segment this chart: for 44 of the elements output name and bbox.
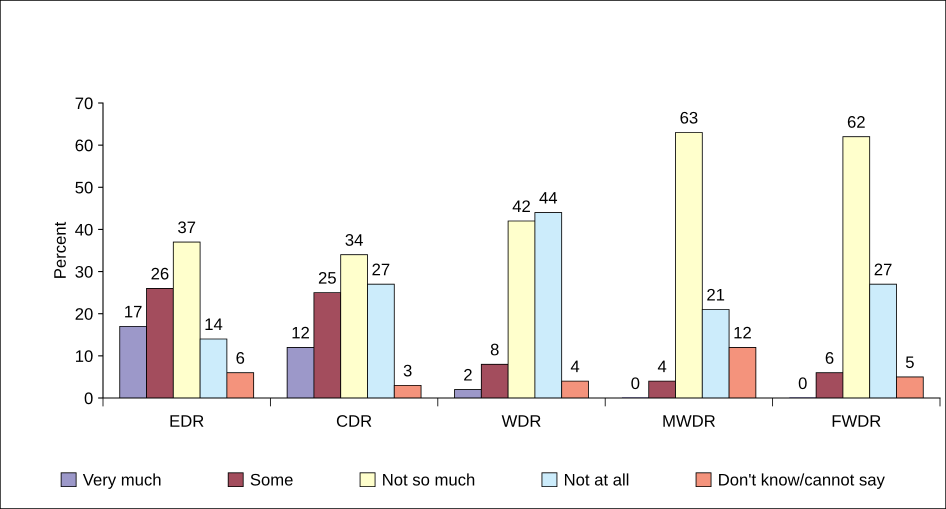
data-label: 5: [906, 356, 914, 368]
x-tick-label: MWDR: [663, 415, 715, 427]
data-label: 62: [848, 116, 865, 128]
data-label: 12: [292, 326, 309, 338]
data-label: 4: [658, 360, 666, 372]
x-tick-label: FWDR: [832, 415, 881, 427]
x-tick-label: CDR: [336, 415, 372, 427]
legend-label: Don't know/cannot say: [719, 473, 885, 489]
legend-label: Some: [250, 474, 293, 486]
data-label: 4: [570, 360, 580, 372]
y-tick-label: 0: [84, 392, 93, 404]
y-tick-label: 50: [75, 182, 93, 194]
y-tick-label: 10: [76, 350, 93, 362]
y-tick-label: 30: [75, 266, 93, 278]
data-label: 6: [236, 352, 244, 364]
data-label: 0: [798, 377, 807, 390]
y-tick-label: 20: [76, 308, 93, 320]
data-label: 27: [874, 264, 892, 276]
y-tick-label: 60: [76, 140, 93, 152]
legend-label: Very much: [82, 473, 160, 489]
y-tick-label: 40: [75, 224, 93, 236]
data-label: 37: [178, 221, 196, 234]
data-label: 17: [125, 306, 142, 318]
data-label: 34: [345, 234, 363, 246]
data-label: 6: [826, 352, 834, 364]
data-label: 12: [734, 326, 751, 338]
data-label: 63: [680, 112, 698, 124]
data-label: 27: [372, 264, 390, 276]
data-label: 42: [512, 200, 530, 212]
data-label: 0: [631, 377, 640, 390]
y-tick-label: 70: [76, 97, 93, 110]
legend-label: Not at all: [564, 473, 628, 486]
data-label: 25: [318, 272, 336, 284]
y-axis-title: Percent: [54, 222, 66, 278]
x-tick-label: EDR: [170, 415, 204, 427]
data-label: 21: [707, 288, 724, 300]
data-label: 44: [539, 192, 558, 204]
data-label: 26: [151, 268, 168, 280]
x-tick-label: WDR: [502, 415, 541, 427]
legend-label: Not so much: [383, 473, 474, 486]
data-label: 14: [205, 318, 222, 330]
data-label: 8: [490, 344, 499, 356]
data-label: 3: [404, 364, 412, 377]
data-label: 2: [464, 368, 472, 381]
